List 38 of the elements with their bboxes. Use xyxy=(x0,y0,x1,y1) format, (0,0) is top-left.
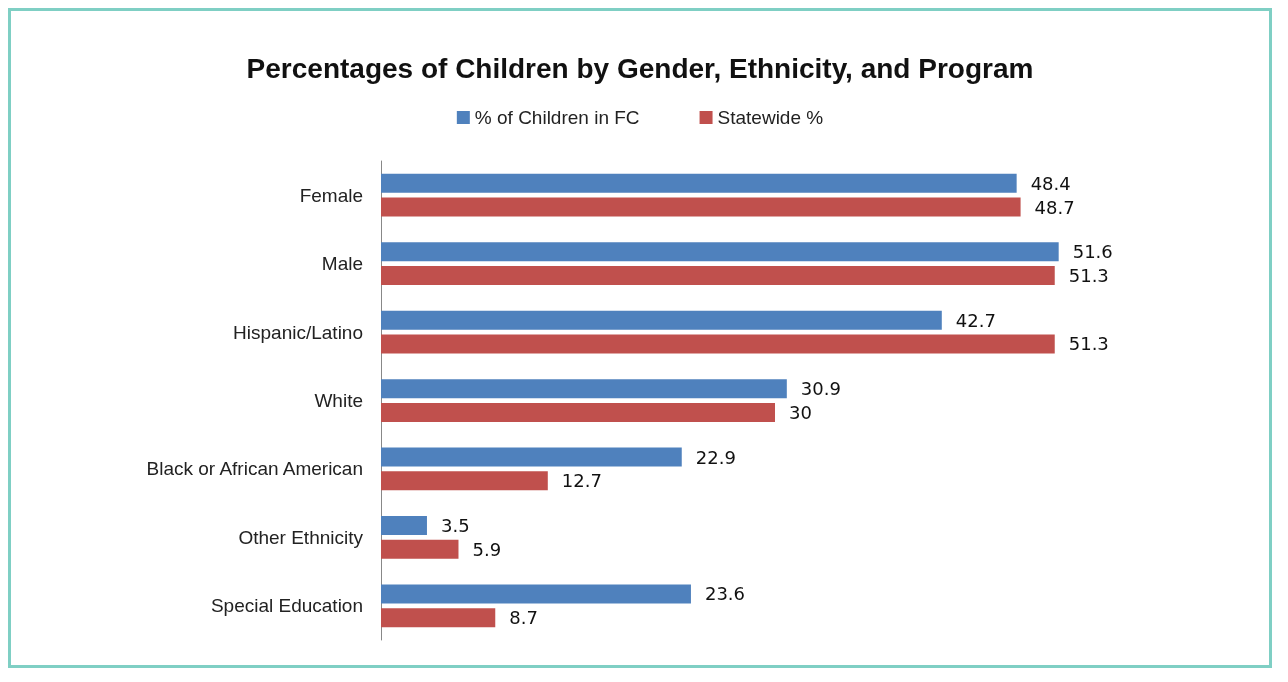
y-tick-label: Special Education xyxy=(210,595,363,617)
bar xyxy=(381,266,1055,286)
data-label: 51.3 xyxy=(1068,265,1109,287)
data-label: 23.6 xyxy=(704,583,746,605)
data-label: 5.9 xyxy=(472,538,502,560)
data-label: 8.7 xyxy=(509,607,538,629)
data-label: 48.4 xyxy=(1030,172,1071,194)
data-label: 48.7 xyxy=(1034,196,1075,218)
y-tick-label: Female xyxy=(299,184,363,206)
bar xyxy=(381,242,1059,262)
y-tick-label: Male xyxy=(321,253,363,275)
legend-label: % of Children in FC xyxy=(474,107,640,128)
bar xyxy=(381,173,1017,193)
y-tick-label: White xyxy=(314,390,363,411)
data-label: 30 xyxy=(789,401,812,423)
bar xyxy=(381,539,459,559)
data-label: 42.7 xyxy=(955,309,996,331)
bar xyxy=(381,608,496,628)
y-tick-label: Hispanic/Latino xyxy=(233,321,363,343)
data-label: 12.7 xyxy=(561,470,602,492)
bar xyxy=(381,379,787,399)
data-label: 3.5 xyxy=(440,514,470,536)
data-label: 51.6 xyxy=(1072,241,1113,263)
bar xyxy=(381,402,775,422)
y-tick-label: Other Ethnicity xyxy=(238,526,364,548)
y-tick-label: Black or African American xyxy=(146,458,363,480)
bar xyxy=(381,310,942,330)
bar xyxy=(381,447,682,467)
chart-title: Percentages of Children by Gender, Ethnicity, and Program xyxy=(246,52,1034,84)
data-label: 51.3 xyxy=(1068,333,1109,355)
data-label: 22.9 xyxy=(695,446,736,468)
data-label: 30.9 xyxy=(800,378,841,400)
bar xyxy=(381,471,548,491)
bar xyxy=(381,515,427,535)
bar xyxy=(381,334,1055,354)
bar xyxy=(381,584,691,604)
bar xyxy=(381,197,1021,217)
legend-label: Statewide % xyxy=(717,107,824,128)
